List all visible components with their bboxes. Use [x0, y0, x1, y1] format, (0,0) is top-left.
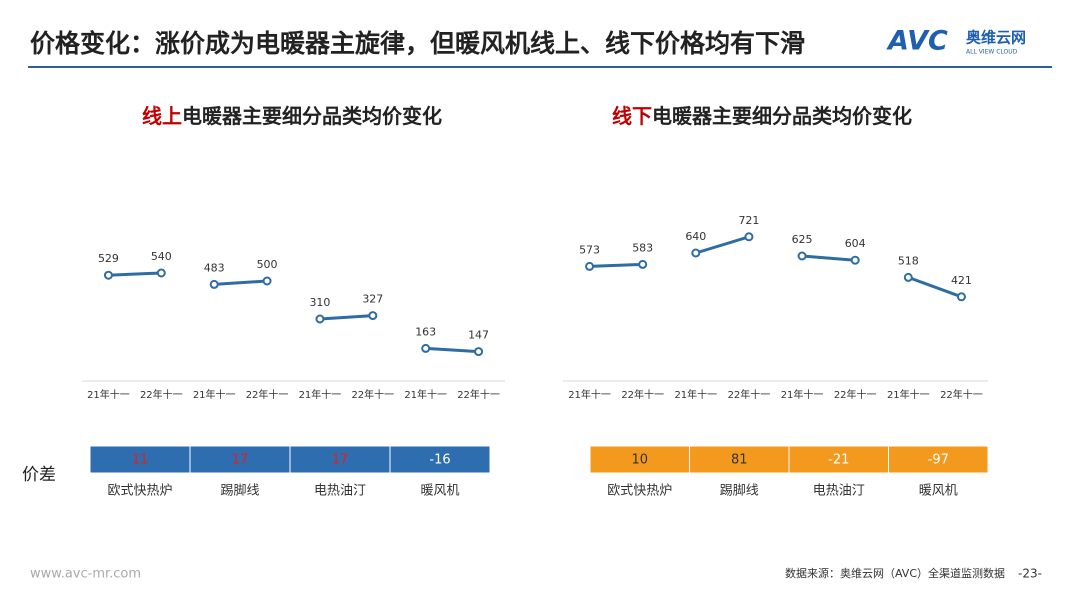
diff-value: -16	[429, 453, 450, 468]
series-line	[695, 235, 750, 255]
x-tick-label: 21年十一	[568, 388, 611, 401]
point	[903, 272, 913, 282]
footer-page: -23-	[1018, 567, 1042, 581]
series-line	[425, 346, 479, 354]
chart-title-highlight: 线下	[612, 104, 652, 128]
chart-title: 线下电暖器主要细分品类均价变化	[612, 104, 912, 128]
category-name: 踢脚线	[220, 483, 259, 499]
data-label: 583	[632, 241, 653, 254]
point	[797, 251, 807, 261]
x-tick-label: 21年十一	[887, 388, 930, 401]
point	[368, 311, 378, 321]
chart-title: 线上电暖器主要细分品类均价变化	[142, 104, 442, 128]
data-label: 640	[685, 230, 706, 243]
point	[262, 276, 272, 286]
data-label: 625	[792, 233, 813, 246]
x-tick-label: 21年十一	[404, 388, 447, 401]
category-name: 电热油汀	[813, 484, 865, 499]
point	[956, 292, 966, 302]
data-label: 421	[951, 274, 972, 287]
diff-label: 价差	[22, 465, 56, 485]
diff-value: -21	[828, 453, 849, 468]
diff-cell	[389, 445, 491, 474]
x-tick-label: 21年十一	[87, 388, 130, 401]
diff-value: 81	[731, 453, 748, 468]
point	[474, 347, 484, 357]
x-tick-label: 22年十一	[621, 388, 664, 401]
x-tick-label: 22年十一	[834, 388, 877, 401]
x-tick-label: 21年十一	[299, 388, 342, 401]
point	[744, 232, 754, 242]
point	[315, 314, 325, 324]
data-label: 529	[98, 252, 119, 265]
logo-sub: ALL VIEW CLOUD	[966, 49, 1018, 56]
series-line	[214, 279, 268, 286]
x-tick-label: 21年十一	[674, 388, 717, 401]
x-tick-label: 22年十一	[246, 388, 289, 401]
category-name: 欧式快热炉	[607, 484, 672, 499]
data-label: 147	[468, 329, 489, 342]
slide-title: 价格变化：涨价成为电暖器主旋律，但暖风机线上、线下价格均有下滑	[30, 29, 805, 58]
x-tick-label: 22年十一	[140, 388, 183, 401]
diff-cell	[89, 445, 191, 474]
diff-value: -97	[928, 453, 949, 468]
chart-title-highlight: 线上	[142, 104, 182, 128]
x-tick-label: 22年十一	[940, 388, 983, 401]
diff-cell	[888, 445, 989, 474]
series-line	[589, 262, 643, 268]
point	[691, 248, 701, 258]
footer-source: 数据来源：奥维云网（AVC）全渠道监测数据	[785, 566, 1005, 580]
point	[638, 259, 648, 269]
series-line	[907, 275, 962, 299]
point	[156, 268, 166, 278]
data-label: 310	[309, 296, 330, 309]
data-label: 604	[845, 237, 866, 250]
diff-cell	[189, 445, 291, 474]
diff-value: 17	[232, 453, 249, 468]
series-line	[319, 314, 373, 321]
category-name: 暖风机	[420, 484, 459, 499]
diff-cell	[689, 445, 790, 474]
data-label: 540	[151, 250, 172, 263]
chart-title-text: 电暖器主要细分品类均价变化	[182, 104, 442, 128]
point	[850, 255, 860, 265]
series-line	[801, 254, 856, 262]
diff-cell	[589, 445, 690, 474]
point	[103, 270, 113, 280]
logo-mark: AVC	[886, 26, 948, 57]
diff-value: 17	[332, 453, 349, 468]
x-tick-label: 22年十一	[351, 388, 394, 401]
diff-cell	[289, 445, 391, 474]
diff-value: 10	[631, 453, 648, 468]
data-label: 327	[362, 293, 383, 306]
data-label: 518	[898, 254, 919, 267]
data-label: 483	[204, 261, 225, 274]
data-label: 500	[257, 258, 278, 271]
footer-site: www.avc-mr.com	[30, 567, 141, 582]
data-label: 573	[579, 243, 600, 256]
x-tick-label: 22年十一	[728, 388, 771, 401]
series-line	[108, 271, 162, 277]
point	[421, 343, 431, 353]
point	[585, 261, 595, 271]
x-tick-label: 21年十一	[781, 388, 824, 401]
x-tick-label: 21年十一	[193, 388, 236, 401]
category-name: 欧式快热炉	[107, 484, 172, 499]
category-name: 踢脚线	[720, 483, 759, 499]
x-tick-label: 22年十一	[457, 388, 500, 401]
data-label: 721	[738, 214, 759, 227]
chart-title-text: 电暖器主要细分品类均价变化	[652, 104, 912, 128]
diff-cell	[788, 445, 889, 474]
category-name: 电热油汀	[314, 484, 366, 499]
point	[209, 279, 219, 289]
category-name: 暖风机	[919, 484, 958, 499]
data-label: 163	[415, 325, 436, 338]
logo-name: 奥维云网	[966, 29, 1026, 47]
diff-value: 11	[132, 453, 149, 468]
